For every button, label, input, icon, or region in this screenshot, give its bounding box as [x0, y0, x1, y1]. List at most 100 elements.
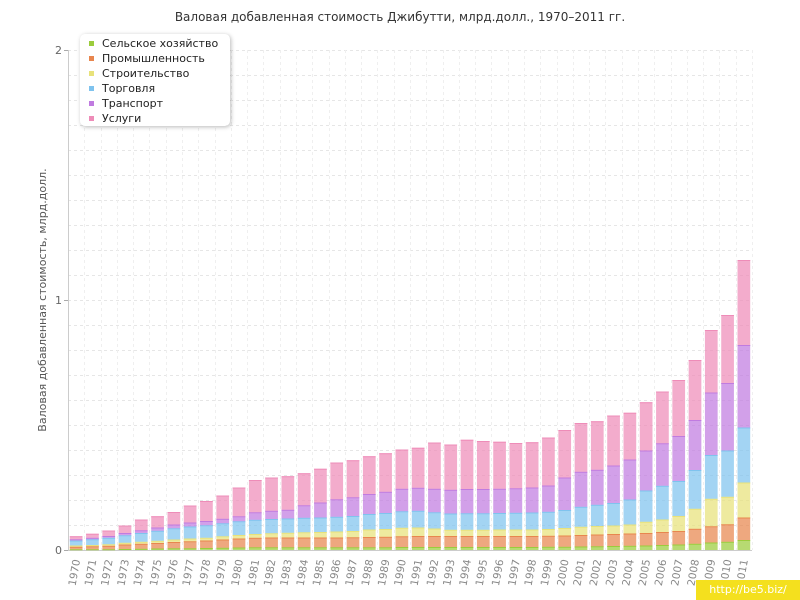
bar-stack-1972[interactable] [102, 530, 116, 551]
bar-segment[interactable] [607, 546, 620, 550]
bar-segment[interactable] [623, 524, 637, 534]
bar-segment[interactable] [639, 490, 653, 522]
bar-stack-1979[interactable] [216, 495, 230, 551]
bar-segment[interactable] [460, 439, 474, 489]
bar-segment[interactable] [444, 444, 458, 490]
bar-segment[interactable] [493, 536, 506, 547]
bar-segment[interactable] [346, 547, 360, 550]
bar-segment[interactable] [558, 510, 572, 528]
bar-segment[interactable] [379, 547, 392, 550]
bar-segment[interactable] [558, 477, 572, 511]
bar-segment[interactable] [672, 380, 686, 436]
bar-segment[interactable] [346, 460, 360, 498]
bar-segment[interactable] [428, 512, 441, 529]
bar-segment[interactable] [395, 527, 409, 537]
bar-segment[interactable] [379, 453, 392, 492]
bar-stack-2006[interactable] [656, 391, 669, 551]
bar-segment[interactable] [574, 471, 588, 507]
bar-stack-1998[interactable] [525, 442, 539, 550]
bar-segment[interactable] [232, 547, 246, 551]
bar-segment[interactable] [574, 546, 588, 551]
bar-segment[interactable] [476, 536, 490, 547]
bar-segment[interactable] [134, 533, 148, 542]
bar-segment[interactable] [737, 260, 751, 345]
bar-segment[interactable] [281, 518, 295, 533]
bar-segment[interactable] [379, 513, 392, 529]
bar-segment[interactable] [265, 510, 278, 519]
bar-segment[interactable] [525, 547, 539, 550]
bar-segment[interactable] [704, 526, 718, 543]
bar-segment[interactable] [688, 528, 702, 544]
bar-segment[interactable] [362, 529, 376, 538]
bar-segment[interactable] [590, 534, 604, 547]
bar-segment[interactable] [395, 536, 409, 547]
bar-segment[interactable] [118, 544, 132, 550]
bar-segment[interactable] [525, 512, 539, 530]
bar-stack-1987[interactable] [346, 460, 360, 550]
bar-segment[interactable] [542, 485, 555, 512]
bar-stack-1970[interactable] [69, 536, 83, 551]
bar-segment[interactable] [297, 473, 311, 506]
bar-segment[interactable] [118, 535, 132, 543]
bar-segment[interactable] [86, 546, 99, 550]
bar-segment[interactable] [265, 519, 278, 534]
bar-segment[interactable] [102, 530, 116, 537]
bar-stack-1995[interactable] [476, 441, 490, 550]
bar-segment[interactable] [330, 547, 344, 550]
bar-segment[interactable] [362, 456, 376, 494]
bar-segment[interactable] [167, 524, 181, 529]
bar-stack-1992[interactable] [428, 442, 441, 551]
legend-item[interactable]: Услуги [89, 112, 141, 127]
bar-segment[interactable] [721, 524, 734, 542]
bar-segment[interactable] [623, 533, 637, 546]
bar-segment[interactable] [721, 383, 734, 451]
bar-segment[interactable] [493, 529, 506, 537]
bar-segment[interactable] [607, 415, 620, 466]
bar-segment[interactable] [590, 526, 604, 535]
bar-segment[interactable] [525, 442, 539, 488]
bar-segment[interactable] [656, 485, 669, 520]
bar-stack-1977[interactable] [183, 505, 197, 551]
bar-segment[interactable] [623, 459, 637, 500]
bar-segment[interactable] [607, 534, 620, 546]
bar-segment[interactable] [574, 423, 588, 472]
bar-segment[interactable] [704, 542, 718, 551]
bar-stack-2004[interactable] [623, 412, 637, 550]
bar-segment[interactable] [607, 525, 620, 535]
bar-segment[interactable] [183, 541, 197, 549]
bar-segment[interactable] [476, 441, 490, 489]
bar-segment[interactable] [704, 392, 718, 456]
bar-segment[interactable] [623, 412, 637, 460]
bar-segment[interactable] [721, 450, 734, 497]
bar-segment[interactable] [362, 514, 376, 530]
bar-segment[interactable] [216, 495, 230, 519]
watermark[interactable]: http://be5.biz/ [696, 580, 800, 600]
bar-segment[interactable] [428, 547, 441, 550]
bar-segment[interactable] [248, 537, 262, 548]
bar-segment[interactable] [346, 497, 360, 516]
bar-segment[interactable] [704, 455, 718, 499]
bar-segment[interactable] [542, 535, 555, 547]
bar-segment[interactable] [362, 547, 376, 550]
bar-segment[interactable] [183, 505, 197, 523]
bar-stack-1999[interactable] [542, 437, 555, 551]
bar-segment[interactable] [216, 518, 230, 524]
bar-segment[interactable] [314, 502, 327, 518]
bar-segment[interactable] [362, 494, 376, 514]
bar-segment[interactable] [411, 536, 425, 547]
bar-segment[interactable] [590, 504, 604, 526]
bar-segment[interactable] [297, 547, 311, 550]
bar-segment[interactable] [265, 537, 278, 548]
bar-segment[interactable] [444, 489, 458, 514]
bar-segment[interactable] [346, 516, 360, 531]
bar-segment[interactable] [509, 512, 523, 530]
bar-segment[interactable] [737, 540, 751, 550]
bar-segment[interactable] [656, 545, 669, 550]
bar-stack-2010[interactable] [721, 315, 734, 550]
bar-segment[interactable] [590, 469, 604, 505]
bar-segment[interactable] [379, 491, 392, 513]
bar-segment[interactable] [721, 315, 734, 383]
bar-segment[interactable] [151, 543, 164, 549]
bar-segment[interactable] [590, 546, 604, 550]
bar-stack-1974[interactable] [134, 519, 148, 551]
